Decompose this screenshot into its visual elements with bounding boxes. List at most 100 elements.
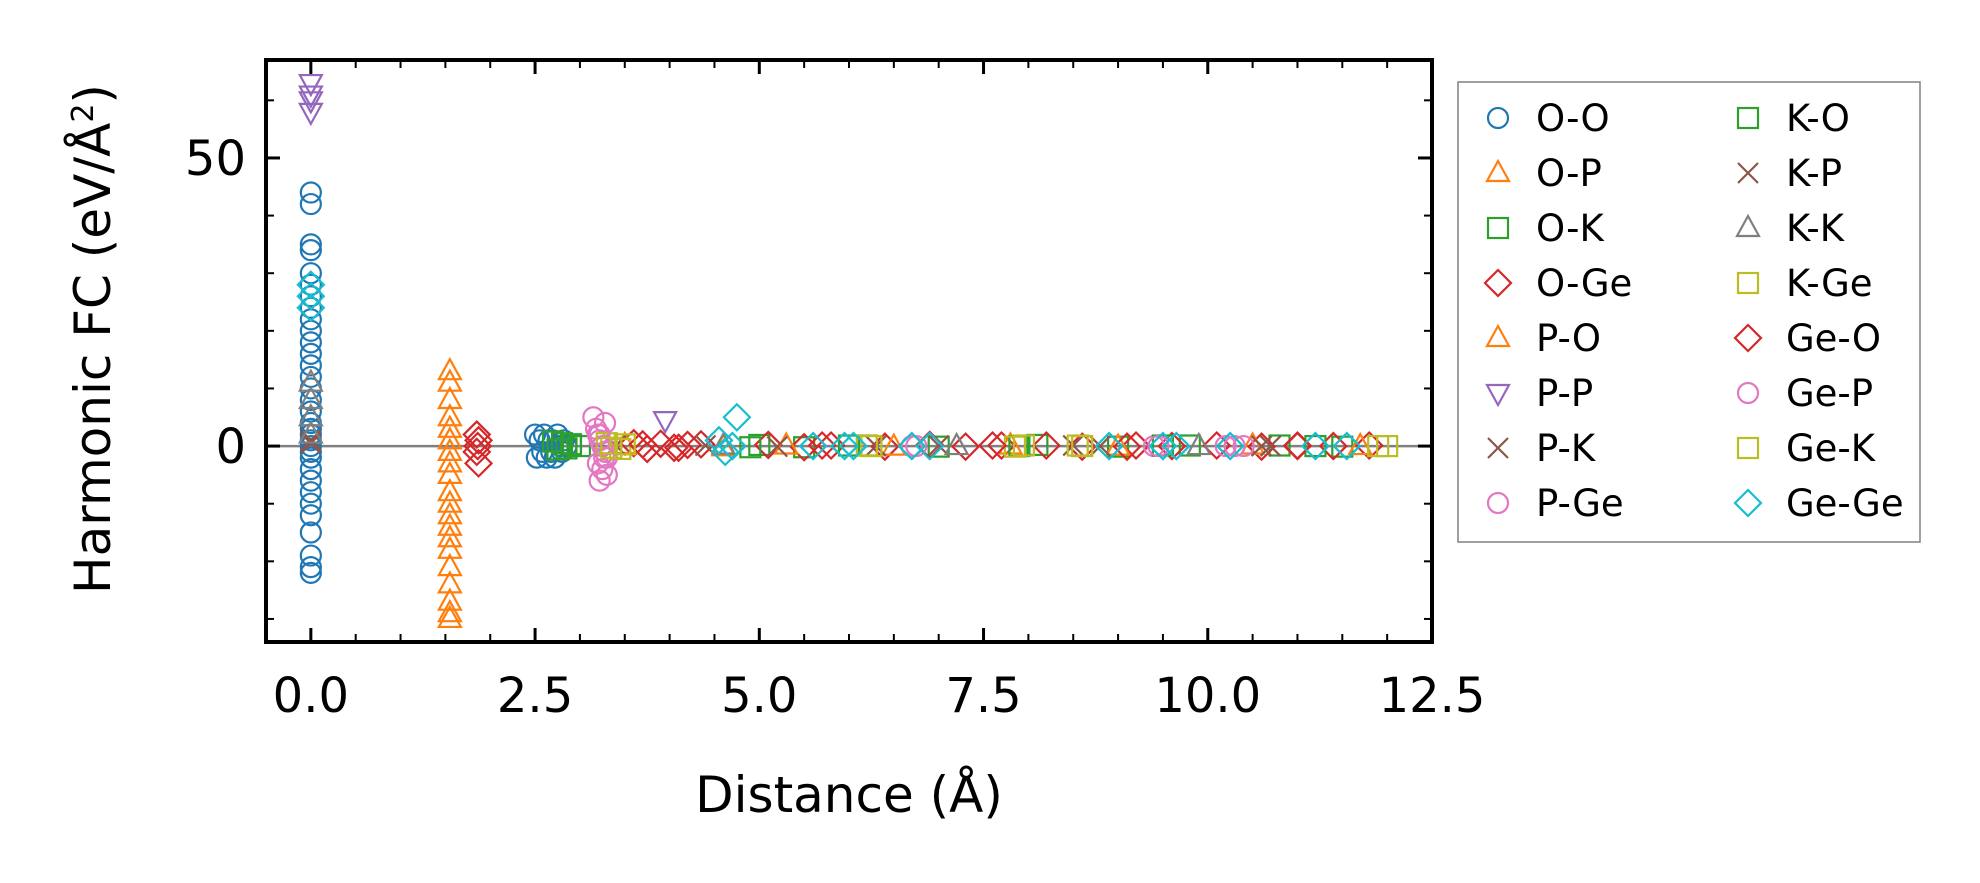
y-axis-label-superscript: 2 [66,104,101,123]
legend-marker [1486,216,1510,240]
x-tick-label: 10.0 [1154,668,1261,724]
data-point [437,587,463,611]
data-point [798,431,828,461]
data-point [437,535,463,559]
data-point [299,521,322,544]
data-point [704,425,734,455]
legend-marker [1733,323,1763,353]
legend-box [1457,81,1921,543]
data-point [299,504,322,527]
data-point [464,425,494,455]
data-point [437,414,463,438]
legend-label: K-P [1786,152,1842,195]
marker-stroke [766,435,789,458]
data-point [299,555,322,579]
data-point [1071,434,1094,458]
data-point [437,500,463,525]
data-point [559,433,583,456]
data-point [672,430,703,460]
data-point [927,434,950,457]
data-point [807,430,837,461]
data-point [437,385,463,410]
data-point [588,423,611,446]
legend-marker [1736,436,1760,460]
data-point [437,512,463,536]
data-point [299,492,322,515]
marker-stroke [1259,435,1282,457]
data-point [555,437,578,460]
data-point [297,385,324,410]
legend-marker [1485,383,1511,408]
data-point [838,431,869,461]
data-point [464,448,494,478]
y-tick-label: 50 [185,131,246,187]
marker-stroke [1487,437,1509,459]
data-point [297,368,324,392]
axis-ticks [265,60,1434,642]
data-point [1094,431,1124,461]
legend-label: P-K [1536,427,1597,470]
data-point [595,463,618,486]
data-point [437,477,463,502]
data-point [299,319,322,342]
legend-label: P-Ge [1536,482,1624,525]
data-point [588,469,611,492]
data-point [299,446,322,469]
data-point [297,91,324,115]
data-point [299,181,322,204]
data-point [297,73,324,98]
legend-label: K-Ge [1786,262,1873,305]
series-ge-ge [296,270,1362,467]
data-point [1304,434,1327,458]
data-point [437,449,463,473]
data-point [297,402,324,427]
data-point [437,368,463,392]
data-point [710,437,740,467]
legend-label: Ge-K [1786,427,1877,470]
series-o-p [437,356,463,629]
data-point [860,434,883,458]
marker-stroke [1737,162,1759,184]
data-point [664,433,694,463]
legend-marker [1735,213,1761,238]
data-point [296,281,326,311]
legend-label: O-K [1536,207,1606,250]
legend-label: O-P [1536,152,1602,195]
data-point [1161,431,1191,461]
data-point [915,431,945,461]
x-tick-label: 7.5 [945,668,1021,724]
data-points [296,73,1399,629]
data-point [297,102,324,127]
x-tick-label: 5.0 [721,668,797,724]
legend-marker [1736,381,1760,405]
marker-stroke [927,434,950,457]
data-point [299,192,322,216]
legend-marker [1486,106,1510,130]
data-point [437,570,463,594]
data-point [739,436,762,459]
data-point [1250,435,1273,457]
data-point [437,598,463,623]
data-point [299,458,322,481]
data-point [437,402,463,427]
data-point [722,402,752,432]
legend-label: O-Ge [1536,262,1632,305]
legend-label: K-K [1786,207,1846,250]
legend-marker [1737,162,1759,184]
legend-marker [1485,158,1511,183]
data-point [299,331,322,354]
y-axis-label-main: Harmonic FC (eV/Å [64,123,122,594]
data-point [299,233,322,256]
data-point [299,285,322,308]
series-ge-k [600,433,1399,459]
data-point [1105,432,1131,456]
data-point [299,342,322,365]
data-point [437,437,463,461]
legend-marker [1485,323,1511,348]
legend-marker [1736,106,1760,130]
data-point [1347,431,1374,456]
x-tick-label: 2.5 [497,668,573,724]
data-point [1012,434,1036,457]
data-point [1232,434,1255,458]
x-axis-label: Distance (Å) [695,766,1003,824]
